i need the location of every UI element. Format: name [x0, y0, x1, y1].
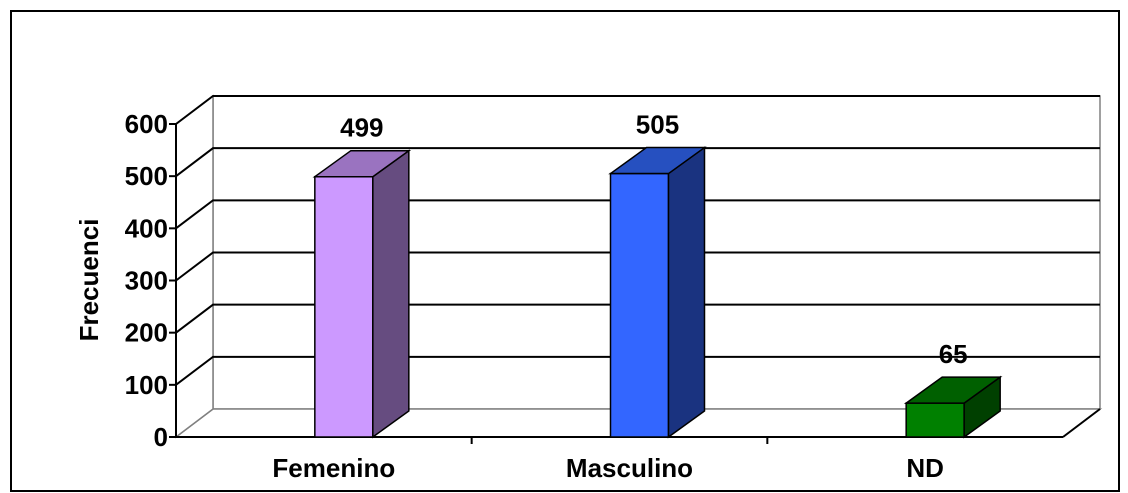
- bar-front-femenino: [314, 175, 374, 438]
- x-tick-label: Femenino: [272, 453, 395, 483]
- bar-top-masculino: [608, 146, 707, 175]
- bar-nd: [903, 375, 1003, 439]
- bar-side-masculino: [667, 146, 706, 439]
- bars: [312, 146, 1003, 439]
- gridline-500: [175, 147, 1100, 177]
- bar-front-nd: [905, 402, 965, 438]
- gridlines: [175, 95, 1100, 386]
- data-label: 499: [340, 113, 383, 143]
- gridline-200: [175, 303, 1100, 334]
- bar-top-nd: [903, 376, 1003, 404]
- data-labels: 499 505 65: [340, 110, 967, 370]
- x-tick-label: ND: [906, 453, 944, 483]
- gridline-600: [175, 95, 1100, 125]
- bar-top-femenino: [312, 149, 412, 178]
- y-axis-label: Frecuenci: [74, 219, 104, 342]
- bar-masculino: [608, 146, 707, 439]
- bar-side-femenino: [372, 149, 410, 439]
- data-label: 505: [636, 110, 679, 140]
- x-tick-labels: Femenino Masculino ND: [272, 453, 944, 483]
- data-label: 65: [939, 339, 968, 369]
- y-tick-label: 600: [125, 109, 168, 139]
- bar-front-masculino: [609, 172, 670, 438]
- y-tick-label: 200: [125, 318, 168, 348]
- x-tick-label: Masculino: [566, 453, 693, 483]
- y-tick-label: 400: [125, 213, 168, 243]
- gridline-100: [175, 355, 1100, 386]
- y-tick-label: 500: [125, 161, 168, 191]
- gridline-300: [175, 251, 1100, 282]
- y-tick-labels: 0 100 200 300 400 500 600: [125, 109, 168, 452]
- floor-right-edge: [1062, 408, 1101, 438]
- y-tick-label: 0: [154, 422, 168, 452]
- y-tick-label: 100: [125, 370, 168, 400]
- gridline-400: [175, 199, 1100, 230]
- bar-femenino: [312, 149, 412, 439]
- y-tick-label: 300: [125, 266, 168, 296]
